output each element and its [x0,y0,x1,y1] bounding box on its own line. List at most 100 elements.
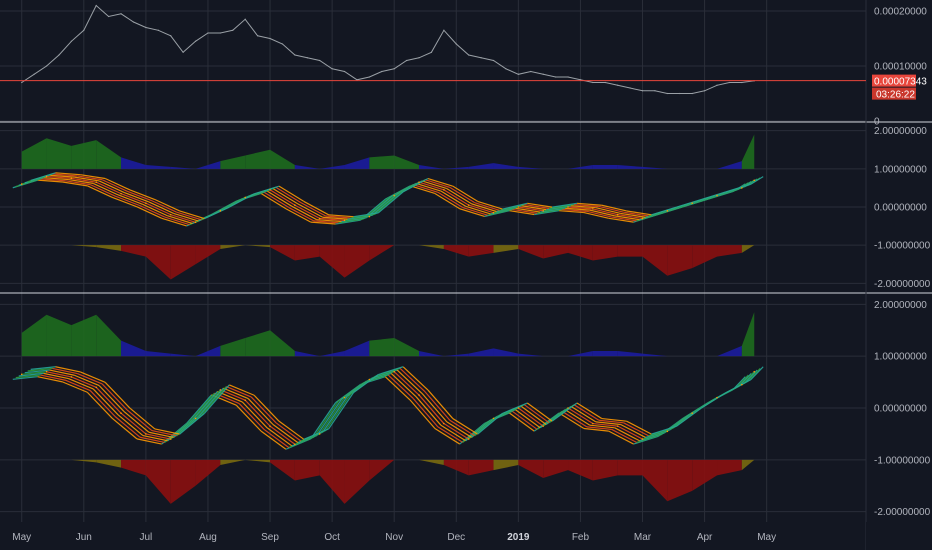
ribbon-segment [567,206,593,210]
ribbon-segment [633,435,659,445]
ribbon-point [343,219,346,222]
ribbon-point [294,443,296,446]
ribbon-segment [71,376,97,388]
lower-histogram-area [319,245,345,278]
ribbon-segment [136,438,162,445]
ribbon-segment [552,202,578,208]
ribbon-segment [546,205,572,211]
ribbon-point [443,189,445,191]
upper-histogram-area [741,134,755,169]
upper-histogram-area [220,155,246,169]
price-point [257,35,259,37]
ribbon-segment [40,374,66,381]
ribbon-segment [421,392,448,423]
ribbon-segment [167,215,193,225]
ribbon-point [716,194,718,197]
ribbon-point [418,394,420,396]
ribbon-segment [98,180,125,193]
ribbon-segment [18,372,44,377]
price-point [269,37,271,40]
ribbon-segment [700,392,727,409]
price-point [170,35,172,37]
ribbon-segment [474,202,500,211]
ribbon-segment [15,374,41,379]
ribbon-segment [325,393,351,431]
ribbon-segment [37,179,63,183]
ribbon-segment [62,181,88,187]
price-point [455,43,457,45]
upper-histogram-area [294,351,320,357]
ribbon-point [393,194,396,197]
ribbon-point [194,221,197,224]
price-point [517,73,519,75]
ribbon-segment [247,398,274,425]
countdown-label: 03:26:22 [876,90,915,101]
upper-histogram-area [195,345,221,357]
ribbon-point [169,438,172,440]
upper-histogram-area [96,140,122,169]
ribbon-segment [86,391,113,419]
ribbon-segment [402,366,429,391]
ribbon-segment [446,188,472,205]
ribbon-segment [111,417,138,440]
ribbon-segment [741,371,755,386]
ribbon-segment [375,367,401,377]
ribbon-segment [434,428,461,445]
ribbon-segment [562,208,587,212]
ribbon-segment [275,422,302,442]
upper-histogram-area [170,353,196,357]
ribbon-segment [502,202,528,210]
ribbon-segment [303,428,329,440]
x-tick-label: May [757,532,776,543]
ribbon-point [368,378,371,381]
upper-histogram-area [419,351,444,357]
ribbon-segment [449,186,475,204]
ribbon-segment [173,416,199,438]
price-point [542,73,544,75]
ribbon-segment [77,175,103,181]
upper-histogram-area [592,165,618,169]
ribbon-segment [244,399,271,427]
x-tick-label: Mar [634,532,652,543]
ribbon-point [120,412,122,414]
ribbon-segment [589,424,615,429]
ribbon-segment [626,210,652,216]
ribbon-segment [452,185,478,202]
y-tick-label: -1.00000000 [874,241,931,252]
price-point [629,87,631,89]
y-tick-label: 1.00000000 [874,352,927,363]
lower-histogram-area [294,245,320,261]
ribbon-segment [744,369,758,384]
ribbon-segment [576,202,602,206]
price-point [741,81,743,84]
upper-histogram-area [121,157,146,169]
price-point [83,29,85,31]
ribbon-segment [378,366,404,376]
ribbon-segment [586,210,612,218]
upper-histogram-area [617,165,643,169]
upper-histogram-area [344,157,370,169]
upper-histogram-area [220,338,246,357]
price-point [108,15,110,18]
ribbon-segment [558,412,585,430]
ribbon-segment [437,426,464,443]
ribbon-segment [328,214,354,218]
ribbon-point [666,210,669,212]
ribbon-segment [12,376,38,380]
current-price-badge [872,74,916,87]
ribbon-point [641,217,644,220]
price-point [356,79,358,81]
lower-histogram-area [717,459,742,476]
lower-histogram-area [543,459,569,478]
ribbon-segment [139,436,165,443]
lower-histogram-area [617,245,643,257]
ribbon-segment [440,424,467,442]
ribbon-segment [424,391,451,421]
ribbon-segment [725,183,751,193]
ribbon-segment [204,384,230,414]
ribbon-segment [95,386,122,414]
ribbon-segment [620,212,646,218]
upper-histogram-area [443,166,469,169]
ribbon-segment [46,175,72,179]
axis-corner [866,522,932,550]
